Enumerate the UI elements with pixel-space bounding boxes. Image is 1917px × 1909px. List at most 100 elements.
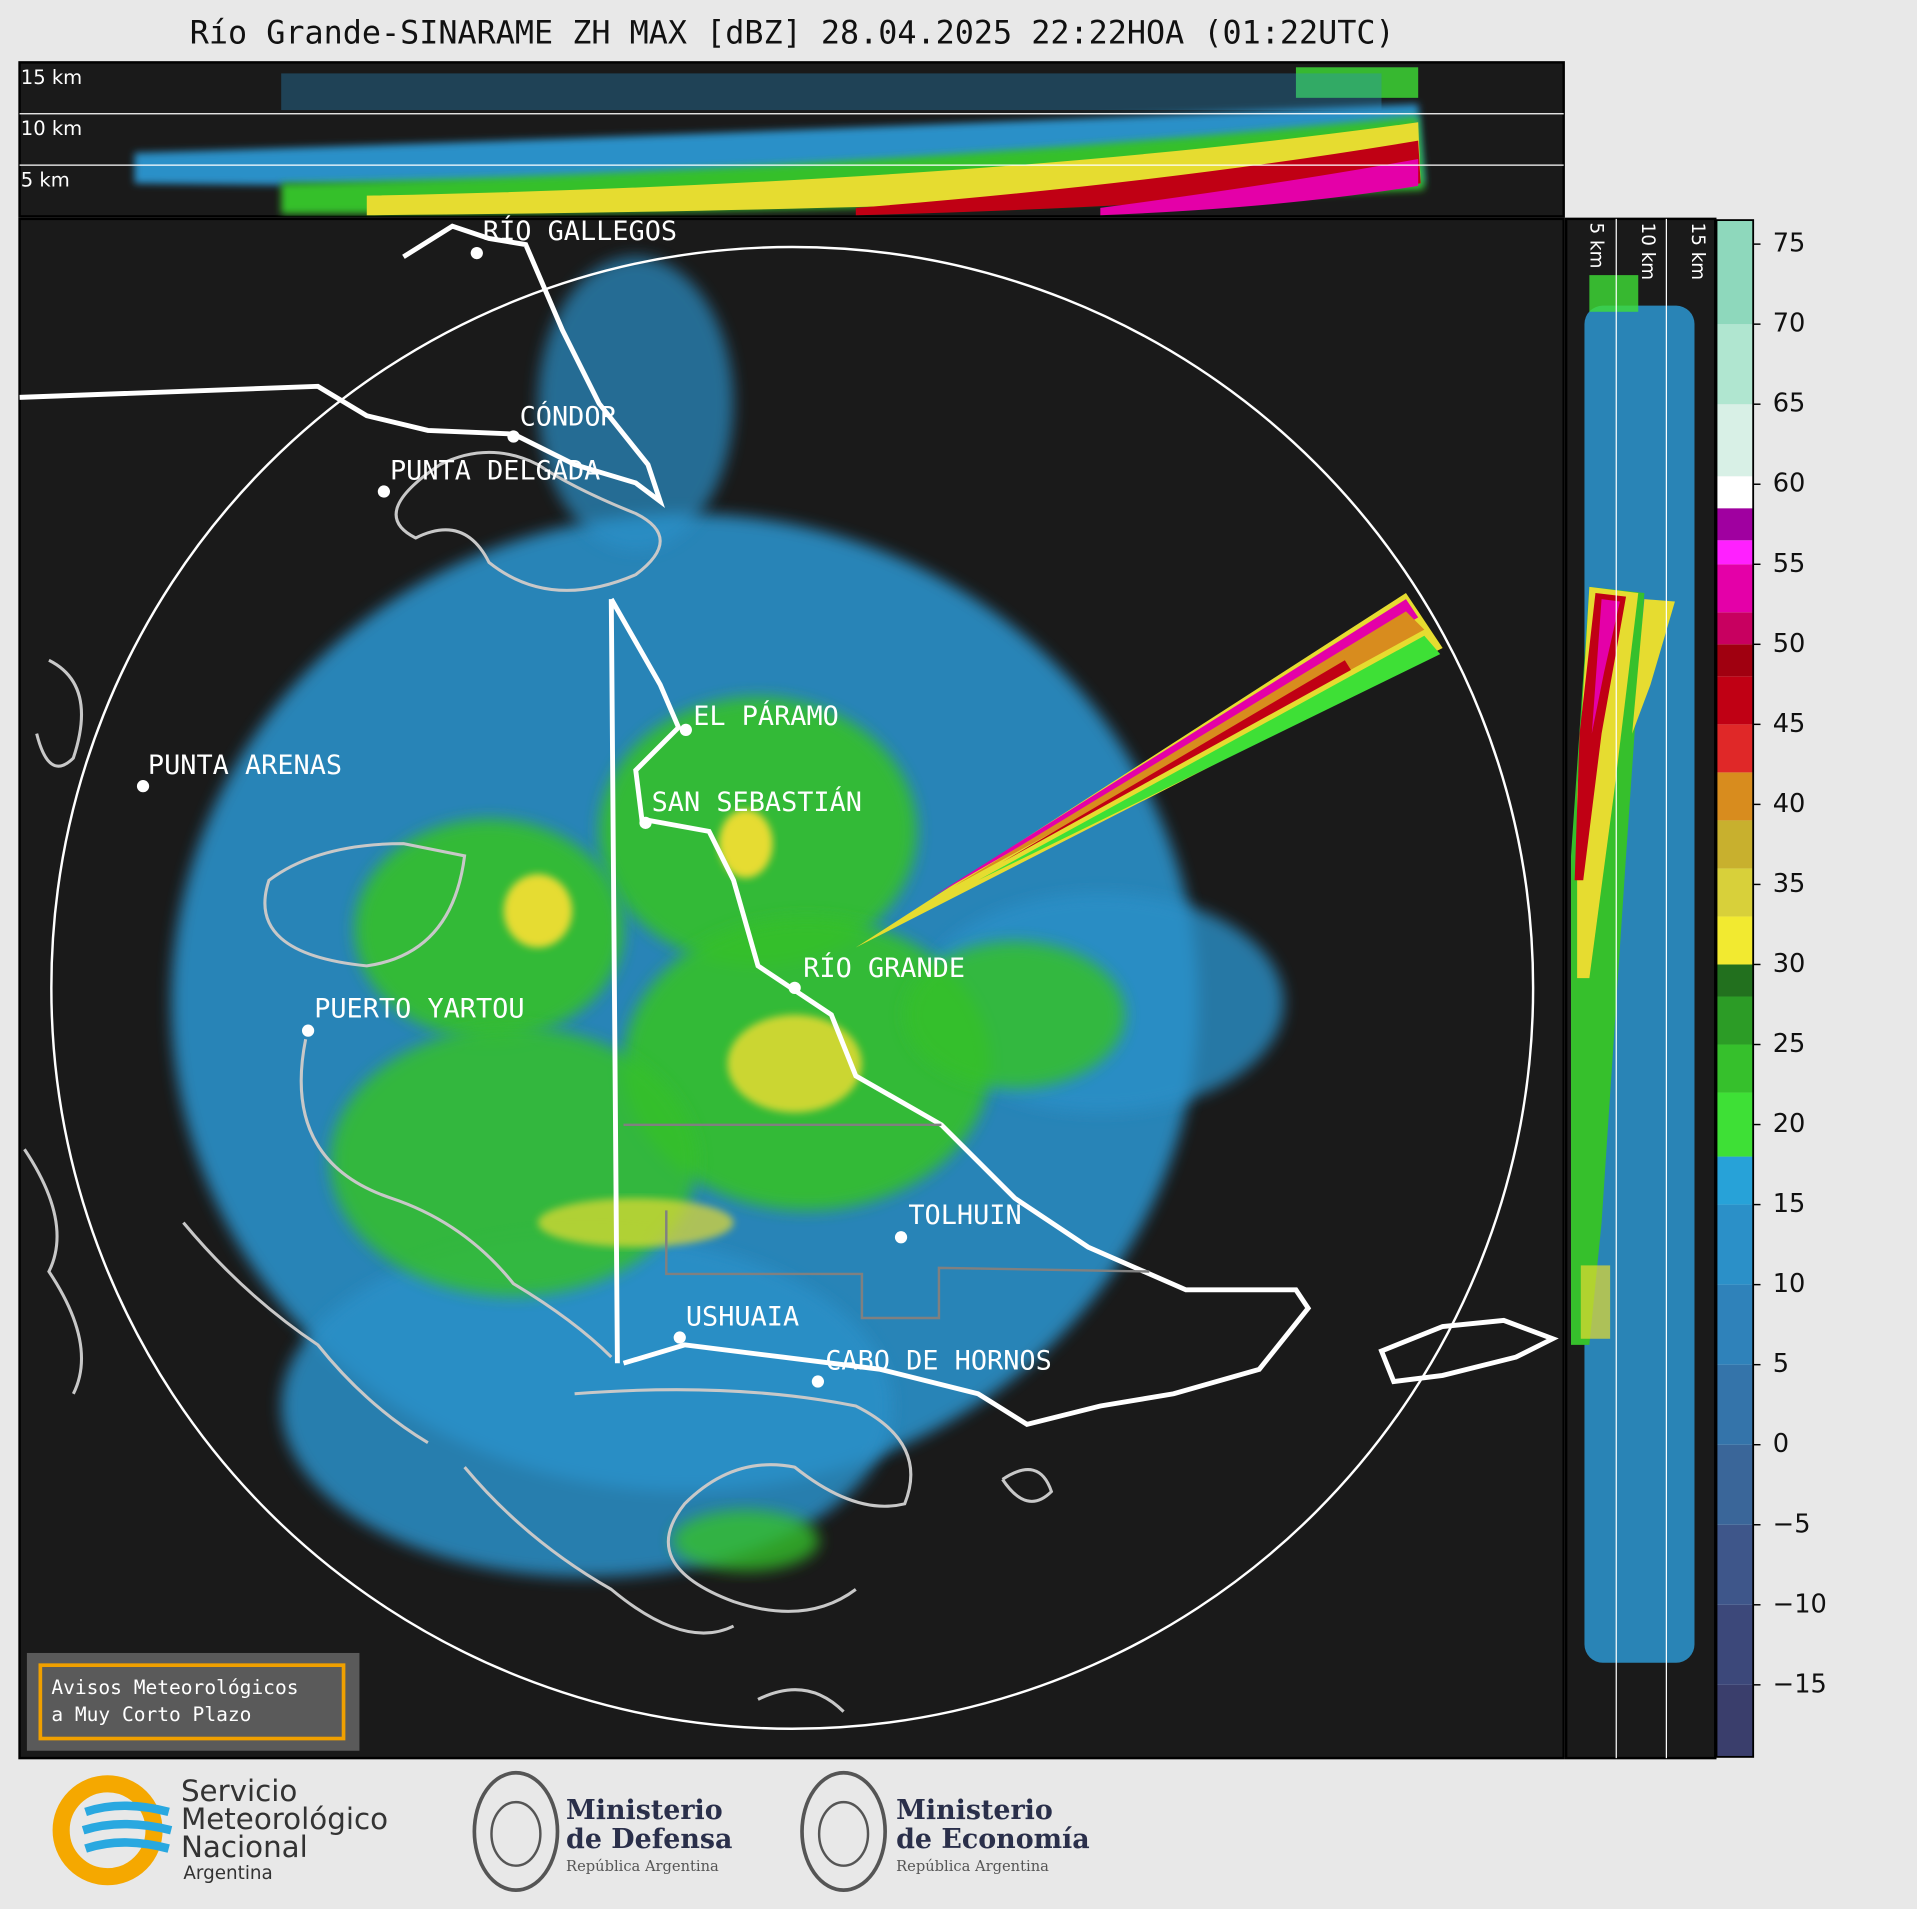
- colorbar-tick-label: 65: [1773, 389, 1806, 419]
- place-label: EL PÁRAMO: [693, 700, 839, 732]
- places: RÍO GALLEGOS CÓNDOR PUNTA DELGADA EL PÁRAMO…: [136, 215, 1052, 1388]
- colorbar-band: [1716, 868, 1754, 917]
- height-label: 10 km: [1637, 223, 1658, 281]
- place-dot: [639, 816, 652, 829]
- echoes: [171, 256, 1443, 1578]
- logo-text: Nacional: [181, 1830, 308, 1864]
- colorbar-tick-label: 20: [1773, 1109, 1806, 1139]
- colorbar-band: [1716, 724, 1754, 773]
- colorbar-tick-label: 0: [1773, 1429, 1789, 1459]
- colorbar-band: [1716, 1156, 1754, 1205]
- colorbar-band: [1716, 404, 1754, 477]
- place-dot: [679, 723, 692, 737]
- logo-text: de Economía: [896, 1824, 1090, 1855]
- colorbar-tick-label: 25: [1773, 1029, 1806, 1059]
- colorbar-band: [1716, 996, 1754, 1045]
- colorbar-tick-label: 10: [1773, 1269, 1806, 1299]
- place-label: RÍO GALLEGOS: [483, 215, 677, 247]
- colorbar-band: [1716, 676, 1754, 725]
- emblem: [472, 1770, 560, 1892]
- colorbar-tick-label: 15: [1773, 1189, 1806, 1219]
- colorbar-tick-label: 5: [1773, 1349, 1789, 1379]
- colorbar-band: [1716, 964, 1754, 997]
- colorbar-tick-label: −5: [1773, 1509, 1811, 1539]
- height-label: 10 km: [21, 117, 82, 140]
- place-label: CABO DE HORNOS: [825, 1345, 1052, 1376]
- notice-text: Avisos Meteorológicos: [51, 1676, 298, 1699]
- place-dot: [377, 485, 391, 498]
- smn-logo-waves: [81, 1801, 173, 1853]
- place-label: CÓNDOR: [520, 401, 618, 433]
- colorbar-frame: [1715, 219, 1755, 1758]
- colorbar-tick-label: 35: [1773, 869, 1806, 899]
- place-dot: [788, 981, 801, 994]
- emblem: [817, 1800, 870, 1867]
- logo-text: Servicio: [181, 1774, 297, 1808]
- side-panel: 5 km 10 km 15 km: [1564, 217, 1717, 1760]
- colorbar-tick-label: 40: [1773, 789, 1806, 819]
- logo-text: de Defensa: [566, 1824, 732, 1855]
- place-label: SAN SEBASTIÁN: [652, 786, 862, 818]
- colorbar-band: [1716, 1092, 1754, 1157]
- place-label: PUNTA DELGADA: [390, 455, 600, 486]
- colorbar-tick-label: −15: [1773, 1669, 1827, 1699]
- place-label: USHUAIA: [686, 1301, 799, 1332]
- colorbar-tick-label: −10: [1773, 1589, 1827, 1619]
- height-label: 15 km: [21, 66, 82, 89]
- map: RÍO GALLEGOS CÓNDOR PUNTA DELGADA EL PÁRAMO…: [18, 215, 1565, 1760]
- notice-frame: [38, 1663, 346, 1741]
- colorbar-band: [1716, 1044, 1754, 1093]
- colorbar-tick-label: 55: [1773, 549, 1806, 579]
- colorbar-band: [1716, 644, 1754, 677]
- place-label: PUERTO YARTOU: [314, 993, 524, 1024]
- height-label: 15 km: [1687, 223, 1708, 281]
- colorbar-tick-label: 30: [1773, 949, 1806, 979]
- title: Río Grande-SINARAME ZH MAX [dBZ] 28.04.2…: [190, 15, 1395, 51]
- place-dot: [470, 246, 483, 260]
- place-dot: [301, 1024, 315, 1037]
- colorbar-band: [1716, 916, 1754, 965]
- colorbar-band: [1716, 476, 1754, 509]
- colorbar-tick-label: 75: [1773, 229, 1806, 259]
- place-dot: [136, 780, 150, 793]
- place-dot: [507, 430, 520, 443]
- place-dot: [673, 1331, 686, 1344]
- colorbar-band: [1716, 1684, 1754, 1757]
- colorbar-tick-label: 60: [1773, 469, 1806, 499]
- colorbar-band: [1716, 220, 1754, 325]
- logo-text: República Argentina: [566, 1858, 719, 1875]
- place-dot: [811, 1375, 825, 1388]
- notice-box: [26, 1652, 360, 1751]
- place-label: TOLHUIN: [908, 1200, 1021, 1231]
- range-ring: [50, 245, 1535, 1730]
- colorbar-band: [1716, 612, 1754, 645]
- place-label: RÍO GRANDE: [803, 952, 965, 984]
- logos: Servicio Meteorológico Nacional Argentin…: [52, 1770, 1090, 1892]
- colorbar-band: [1716, 1364, 1754, 1445]
- colorbar-tick-label: 50: [1773, 629, 1806, 659]
- colorbar-band: [1716, 540, 1754, 565]
- top-panel: 15 km 10 km 5 km: [18, 61, 1565, 218]
- logo-text: Ministerio: [896, 1795, 1053, 1826]
- colorbar-band: [1716, 772, 1754, 821]
- logo-text: República Argentina: [896, 1858, 1049, 1875]
- coastlines: [19, 223, 1559, 1713]
- height-label: 5 km: [1585, 223, 1606, 269]
- height-label: 5 km: [21, 168, 70, 191]
- place-label: PUNTA ARENAS: [148, 750, 342, 781]
- emblem: [800, 1770, 887, 1892]
- colorbar-band: [1716, 564, 1754, 613]
- emblem: [490, 1800, 542, 1867]
- colorbar-band: [1716, 1444, 1754, 1525]
- colorbar-band: [1716, 1604, 1754, 1685]
- side-echoes: [1571, 275, 1695, 1663]
- colorbar-band: [1716, 508, 1754, 541]
- colorbar-band: [1716, 1284, 1754, 1365]
- logo-text: Argentina: [183, 1863, 272, 1884]
- logo-text: Meteorológico: [181, 1802, 388, 1836]
- colorbar-band: [1716, 1524, 1754, 1605]
- colorbar-band: [1716, 1204, 1754, 1285]
